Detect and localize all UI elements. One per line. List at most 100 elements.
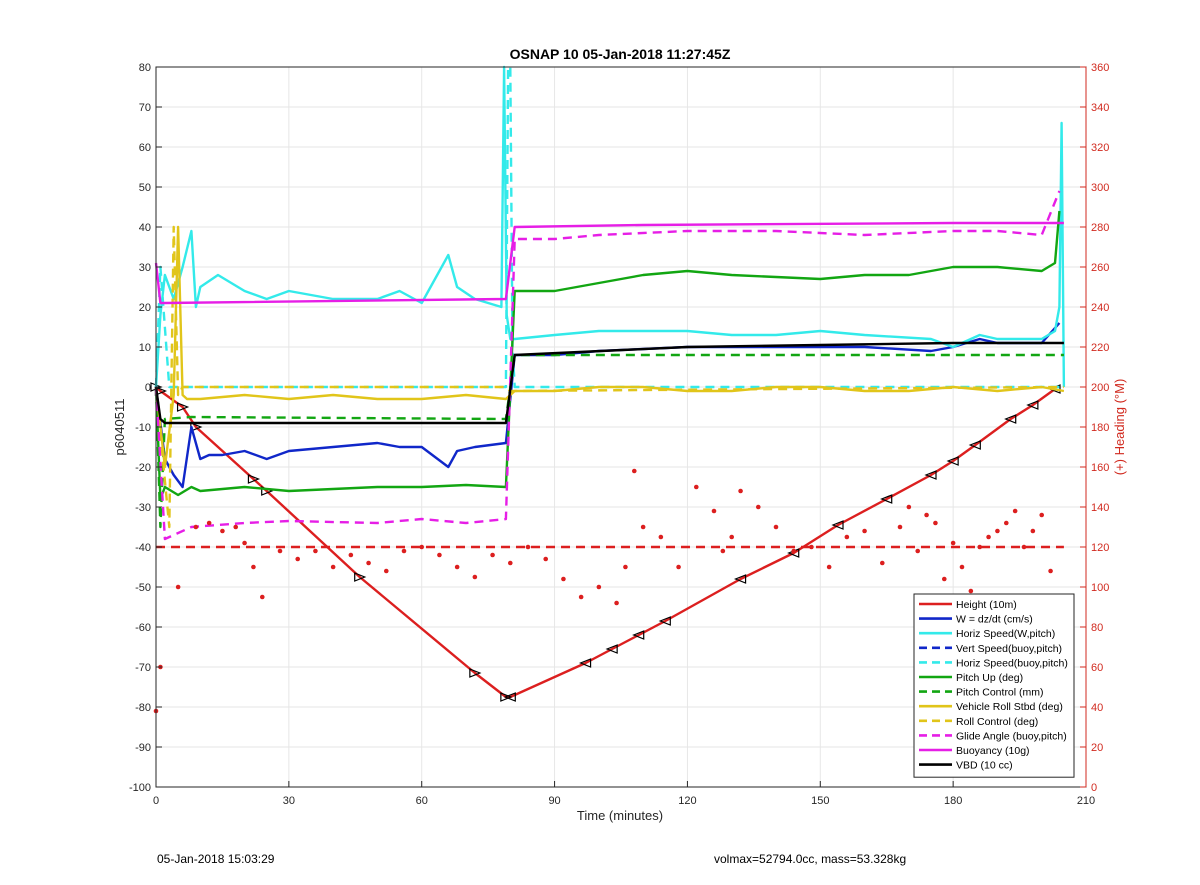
pitch-up-deg-line [154, 210, 1061, 501]
y-tick-label: 50 [139, 182, 151, 194]
legend-entry: Pitch Control (mm) [956, 687, 1044, 699]
heading-point [623, 564, 628, 570]
heading-point [1012, 508, 1018, 514]
heading-point [1030, 528, 1036, 534]
heading-point [631, 468, 637, 474]
height-marker [924, 470, 937, 480]
right-y-tick-label: 220 [1091, 342, 1109, 354]
heading-point [313, 548, 318, 554]
x-tick-label: 0 [153, 795, 159, 807]
footer-timestamp: 05-Jan-2018 15:03:29 [157, 852, 275, 866]
heading-point [862, 528, 867, 534]
heading-point [596, 584, 602, 590]
y-tick-label: 20 [139, 302, 151, 314]
y-tick-label: 10 [139, 342, 151, 354]
horiz-speed-buoy-pitch-line [154, 65, 1064, 389]
heading-point [906, 504, 912, 510]
x-tick-label: 180 [944, 795, 962, 807]
right-y-tick-label: 80 [1091, 622, 1103, 634]
y-tick-label: -90 [135, 742, 151, 754]
y-tick-label: -10 [135, 422, 151, 434]
vbd-10-cc-line [154, 341, 1064, 425]
heading-point [437, 552, 442, 558]
heading-point [720, 548, 726, 554]
heading-point [950, 540, 956, 546]
right-y-tick-label: 160 [1091, 462, 1109, 474]
heading-point [1048, 568, 1053, 574]
right-y-axis-label: (+) Heading (°M) [1112, 379, 1127, 476]
heading-point [897, 524, 903, 530]
right-y-tick-label: 180 [1091, 422, 1109, 434]
right-y-tick-label: 340 [1091, 102, 1109, 114]
heading-point [773, 524, 779, 530]
heading-point [330, 564, 336, 570]
height-marker [500, 692, 513, 702]
x-axis-label: Time (minutes) [577, 808, 663, 823]
heading-point [251, 564, 256, 570]
height-marker [946, 456, 959, 466]
height-marker [968, 440, 981, 450]
legend-entry: Buoyancy (10g) [956, 745, 1030, 757]
chart-title: OSNAP 10 05-Jan-2018 11:27:45Z [510, 46, 731, 62]
height-marker [578, 658, 592, 668]
y-tick-label: 30 [139, 262, 151, 274]
heading-point [676, 564, 681, 570]
heading-point [933, 520, 938, 526]
height-marker [831, 520, 844, 530]
y-tick-label: 40 [139, 222, 151, 234]
height-marker [733, 574, 747, 584]
y-tick-label: -100 [129, 782, 151, 794]
heading-point [924, 512, 929, 518]
heading-point [791, 548, 797, 554]
heading-point [242, 540, 247, 546]
heading-point [995, 528, 1000, 534]
footer-volume-mass: volmax=52794.0cc, mass=53.328kg [714, 852, 907, 866]
heading-point [366, 560, 371, 566]
y-tick-label: 60 [139, 142, 151, 154]
height-marker [658, 616, 671, 626]
heading-point [233, 524, 239, 530]
legend-entry: W = dz/dt (cm/s) [956, 614, 1033, 626]
heading-point [941, 576, 947, 582]
x-tick-label: 210 [1077, 795, 1095, 807]
heading-point [525, 544, 531, 550]
right-y-tick-label: 240 [1091, 302, 1109, 314]
heading-point [729, 534, 735, 540]
y-tick-label: -70 [135, 662, 151, 674]
heading-point [206, 520, 212, 526]
height-marker [1004, 414, 1017, 424]
height-marker [176, 402, 190, 412]
right-y-tick-label: 100 [1091, 582, 1109, 594]
right-y-tick-label: 120 [1091, 542, 1109, 554]
legend-entry: Roll Control (deg) [956, 716, 1038, 728]
heading-point [1021, 544, 1027, 550]
heading-point [348, 552, 354, 558]
right-y-tick-label: 40 [1091, 702, 1103, 714]
heading-point [175, 584, 181, 590]
y-tick-label: -30 [135, 502, 151, 514]
height-marker [632, 630, 645, 640]
heading-point [968, 588, 974, 594]
heading-point [640, 524, 646, 530]
w-dz-dt-cm-s-line [154, 322, 1061, 489]
y-tick-label: 80 [139, 62, 151, 74]
heading-point [738, 488, 743, 494]
legend-entry: Vehicle Roll Stbd (deg) [956, 701, 1063, 713]
right-y-tick-label: 0 [1091, 782, 1097, 794]
right-y-tick-label: 60 [1091, 662, 1103, 674]
height-marker [880, 494, 893, 504]
heading-point [277, 548, 283, 554]
heading-point [295, 556, 301, 562]
heading-point [454, 564, 460, 570]
heading-point [844, 534, 850, 540]
legend-entry: Pitch Up (deg) [956, 672, 1023, 684]
heading-point [826, 564, 832, 570]
x-tick-label: 120 [678, 795, 696, 807]
heading-point [472, 574, 478, 580]
heading-point [658, 534, 664, 540]
y-tick-label: -60 [135, 622, 151, 634]
heading-point [419, 544, 425, 550]
plot-area: 0 30 60 90 120 150 180 210-100-90-80-70-60-50-4… [129, 62, 1109, 807]
heading-point [1003, 520, 1009, 526]
